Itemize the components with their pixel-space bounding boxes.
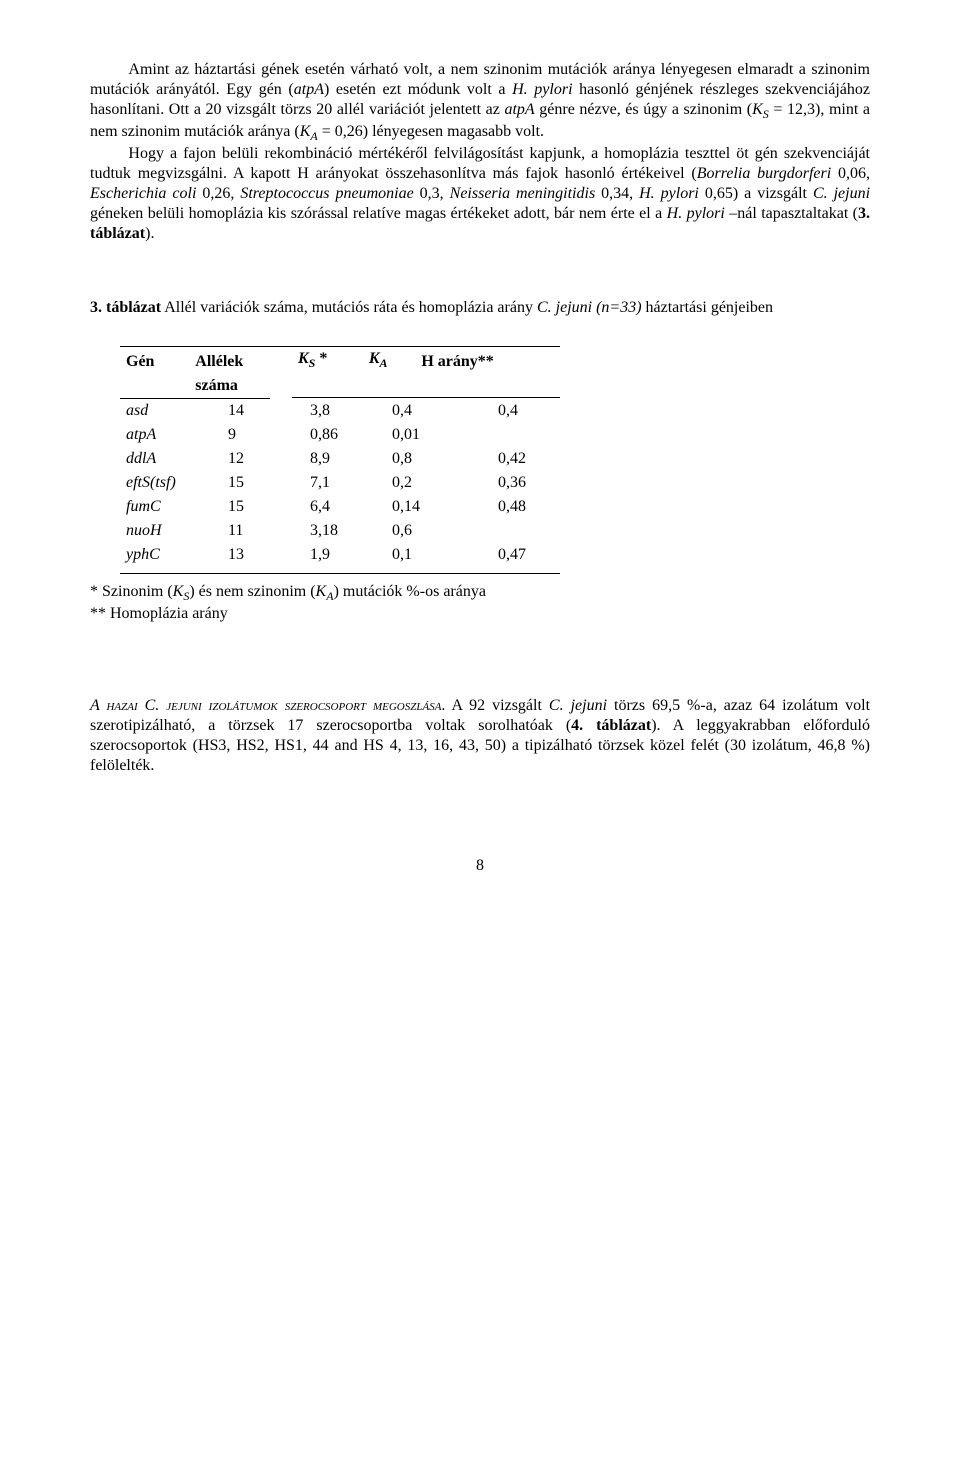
table-row: ddlA128,90,80,42 xyxy=(120,447,560,471)
col-gene: Gén xyxy=(120,347,189,373)
paragraph-2: Hogy a fajon belüli rekombináció mértéké… xyxy=(90,144,870,244)
table-row: atpA90,860,01 xyxy=(120,423,560,447)
table-row: fumC156,40,140,48 xyxy=(120,495,560,519)
table-row: nuoH113,180,6 xyxy=(120,519,560,543)
col-ka: KA xyxy=(363,347,416,373)
table-3: Gén Allélek KS * KA H arány** száma asd1… xyxy=(120,346,560,573)
col-alleles: Allélek xyxy=(189,347,292,373)
table-footnotes: * Szinonim (KS) és nem szinonim (KA) mut… xyxy=(90,582,870,624)
bottom-paragraph: A hazai C. jejuni izolátumok szerocsopor… xyxy=(90,696,870,776)
col-h: H arány** xyxy=(415,347,560,373)
table-row: eftS(tsf)157,10,20,36 xyxy=(120,471,560,495)
paragraph-1: Amint az háztartási gének esetén várható… xyxy=(90,60,870,144)
table-row: yphC131,90,10,47 xyxy=(120,543,560,567)
page-number: 8 xyxy=(90,856,870,876)
table-row: asd143,80,40,4 xyxy=(120,399,560,423)
col-ks: KS * xyxy=(292,347,363,373)
table-caption: 3. táblázat Allél variációk száma, mutác… xyxy=(90,298,870,318)
